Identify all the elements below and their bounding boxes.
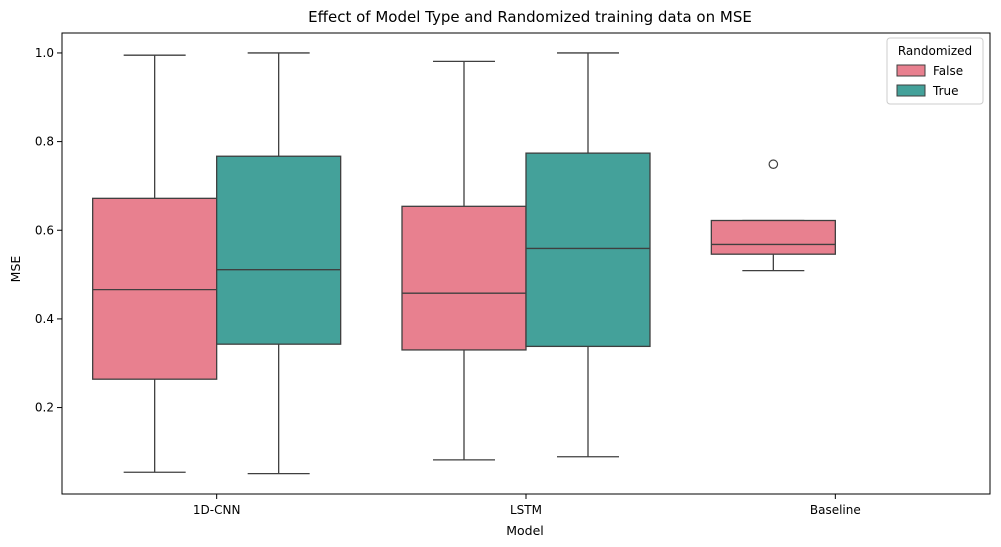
y-tick-label: 0.4 xyxy=(35,312,54,326)
iqr-box xyxy=(710,219,836,255)
chart-title: Effect of Model Type and Randomized trai… xyxy=(308,8,752,26)
y-axis: 0.2 0.4 0.6 0.8 1.0 xyxy=(35,46,62,415)
box-1d-cnn-false xyxy=(92,54,218,473)
x-tick-label: LSTM xyxy=(510,503,542,517)
y-tick-label: 0.8 xyxy=(35,135,54,149)
legend-label-false: False xyxy=(933,64,963,78)
iqr-box xyxy=(525,152,651,348)
plot-area xyxy=(61,32,991,495)
y-tick-label: 0.2 xyxy=(35,401,54,415)
box-lstm-true xyxy=(525,52,651,458)
legend-swatch-false xyxy=(896,64,926,77)
legend: Randomized False True xyxy=(886,37,984,105)
box-1d-cnn-true xyxy=(216,52,342,475)
iqr-box xyxy=(216,155,342,345)
legend-swatch-true xyxy=(896,84,926,97)
y-axis-label: MSE xyxy=(8,256,23,283)
box-baseline-false xyxy=(710,159,836,272)
outlier-point xyxy=(768,159,779,170)
box-lstm-false xyxy=(401,60,527,461)
legend-title: Randomized xyxy=(898,44,972,58)
x-axis-label: Model xyxy=(506,523,544,538)
y-tick-label: 0.6 xyxy=(35,223,54,237)
x-tick-label: Baseline xyxy=(810,503,861,517)
x-tick-label: 1D-CNN xyxy=(193,503,241,517)
iqr-box xyxy=(401,205,527,351)
x-axis: 1D-CNN LSTM Baseline xyxy=(193,494,861,517)
legend-label-true: True xyxy=(932,84,959,98)
y-tick-label: 1.0 xyxy=(35,46,54,60)
iqr-box xyxy=(92,197,218,380)
